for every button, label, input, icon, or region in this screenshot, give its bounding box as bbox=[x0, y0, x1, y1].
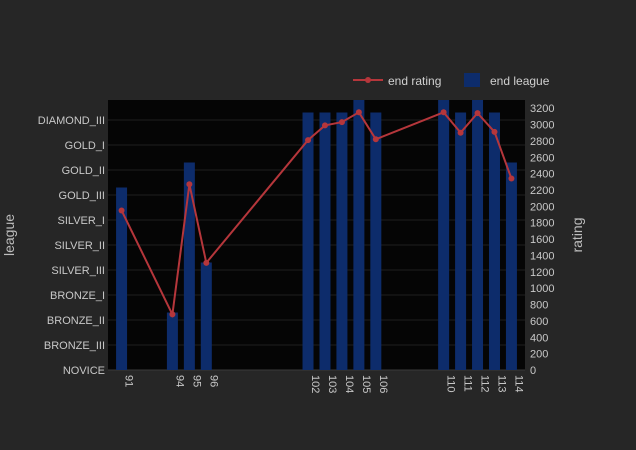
x-tick-label: 94 bbox=[173, 375, 185, 387]
bar-end-league[interactable] bbox=[438, 100, 450, 370]
bar-end-league[interactable] bbox=[302, 112, 314, 371]
x-tick-label: 91 bbox=[123, 375, 135, 387]
y2-tick-label: 600 bbox=[530, 316, 548, 328]
point-end-rating[interactable] bbox=[440, 109, 447, 116]
bar-end-league[interactable] bbox=[472, 100, 484, 370]
point-end-rating[interactable] bbox=[321, 122, 328, 129]
y2-tick-label: 1600 bbox=[530, 234, 554, 246]
y-tick-label: BRONZE_II bbox=[47, 315, 105, 327]
y-axis-title-right: rating bbox=[569, 217, 585, 252]
point-end-rating[interactable] bbox=[457, 129, 464, 136]
legend-label-end-league: end league bbox=[490, 74, 550, 88]
bar-end-league[interactable] bbox=[353, 100, 365, 370]
y2-tick-label: 1000 bbox=[530, 283, 554, 295]
y2-tick-label: 2000 bbox=[530, 201, 554, 213]
y2-tick-label: 0 bbox=[530, 365, 536, 377]
y2-tick-label: 2800 bbox=[530, 136, 554, 148]
point-end-rating[interactable] bbox=[186, 181, 193, 188]
bar-end-league[interactable] bbox=[200, 262, 212, 371]
bar-end-league[interactable] bbox=[505, 162, 517, 371]
bar-end-league[interactable] bbox=[116, 187, 128, 371]
rating-line bbox=[118, 109, 515, 318]
x-tick-label: 106 bbox=[377, 375, 389, 393]
legend-item-end-rating[interactable]: end rating bbox=[353, 74, 441, 88]
y-tick-label: SILVER_I bbox=[58, 215, 106, 227]
x-tick-label: 111 bbox=[462, 375, 474, 392]
x-tick-label: 114 bbox=[512, 375, 524, 393]
legend-marker-swatch bbox=[365, 77, 371, 83]
legend-label-end-rating: end rating bbox=[388, 74, 441, 88]
x-tick-label: 110 bbox=[445, 375, 457, 393]
bar-end-league[interactable] bbox=[455, 112, 467, 371]
y-tick-label: GOLD_II bbox=[62, 165, 105, 177]
y-tick-label: GOLD_III bbox=[59, 190, 105, 202]
bars bbox=[116, 100, 517, 370]
y-tick-label: BRONZE_I bbox=[50, 290, 105, 302]
y-axis-title-left: league bbox=[1, 214, 17, 256]
point-end-rating[interactable] bbox=[474, 110, 481, 117]
y2-tick-label: 3200 bbox=[530, 103, 554, 115]
x-tick-label: 102 bbox=[309, 375, 321, 393]
x-tick-label: 103 bbox=[326, 375, 338, 393]
y2-tick-label: 200 bbox=[530, 349, 548, 361]
point-end-rating[interactable] bbox=[169, 311, 176, 318]
x-axis: 91 94 95 96 102 103 104 105 106 110 111 112 113 114 bbox=[123, 375, 525, 393]
x-tick-label: 112 bbox=[479, 375, 491, 393]
y2-tick-label: 2200 bbox=[530, 185, 554, 197]
x-tick-label: 104 bbox=[343, 375, 355, 393]
point-end-rating[interactable] bbox=[305, 137, 312, 144]
y-axis-left: NOVICE BRONZE_III BRONZE_II BRONZE_I SILVER_… bbox=[38, 115, 105, 377]
legend[interactable]: end rating end league bbox=[353, 73, 550, 88]
x-tick-label: 105 bbox=[360, 375, 372, 393]
bar-end-league[interactable] bbox=[166, 312, 178, 371]
y2-tick-label: 800 bbox=[530, 300, 548, 312]
y-tick-label: NOVICE bbox=[63, 365, 105, 377]
x-tick-label: 113 bbox=[495, 375, 507, 393]
point-end-rating[interactable] bbox=[491, 128, 498, 135]
point-end-rating[interactable] bbox=[508, 175, 515, 182]
point-end-rating[interactable] bbox=[372, 136, 379, 143]
bar-end-league[interactable] bbox=[370, 112, 382, 371]
point-end-rating[interactable] bbox=[355, 109, 362, 116]
bar-end-league[interactable] bbox=[183, 162, 195, 371]
y-tick-label: BRONZE_III bbox=[44, 340, 105, 352]
bar-end-league[interactable] bbox=[488, 112, 500, 371]
point-end-rating[interactable] bbox=[203, 259, 210, 266]
y2-tick-label: 2400 bbox=[530, 169, 554, 181]
y2-tick-label: 1200 bbox=[530, 267, 554, 279]
line-end-rating bbox=[120, 110, 513, 318]
y2-tick-label: 2600 bbox=[530, 152, 554, 164]
y2-tick-label: 1400 bbox=[530, 250, 554, 262]
point-end-rating[interactable] bbox=[118, 207, 125, 214]
x-tick-label: 95 bbox=[190, 375, 202, 387]
x-tick-label: 96 bbox=[207, 375, 219, 387]
bar-end-league[interactable] bbox=[319, 112, 331, 371]
bar-end-league[interactable] bbox=[336, 112, 348, 371]
y-tick-label: GOLD_I bbox=[65, 140, 105, 152]
y-tick-label: SILVER_II bbox=[54, 240, 105, 252]
y-tick-label: DIAMOND_III bbox=[38, 115, 105, 127]
legend-bar-swatch bbox=[464, 73, 480, 87]
legend-item-end-league[interactable]: end league bbox=[464, 73, 550, 88]
y-axis-right: 0 200 400 600 800 1000 1200 1400 1600 1800 2000 220… bbox=[530, 103, 554, 377]
y2-tick-label: 3000 bbox=[530, 120, 554, 132]
y2-tick-label: 1800 bbox=[530, 218, 554, 230]
y2-tick-label: 400 bbox=[530, 332, 548, 344]
y-tick-label: SILVER_III bbox=[51, 265, 105, 277]
point-end-rating[interactable] bbox=[338, 119, 345, 126]
